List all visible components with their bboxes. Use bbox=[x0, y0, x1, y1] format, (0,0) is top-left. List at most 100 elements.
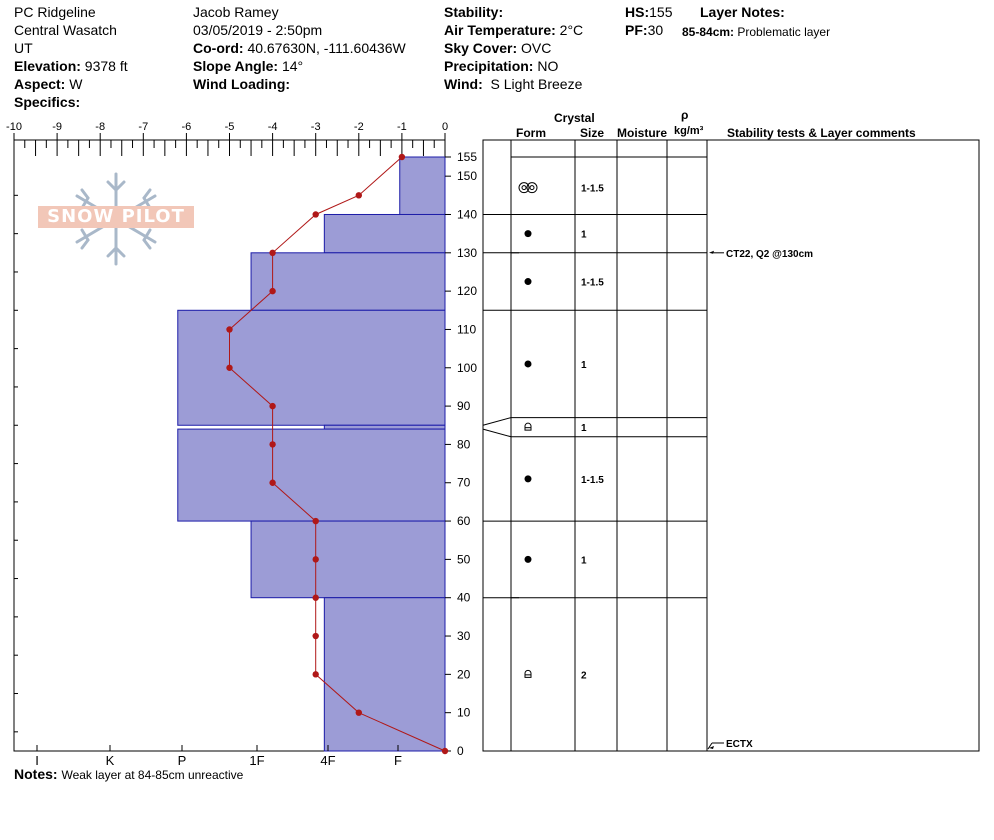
hardness-layer bbox=[399, 156, 446, 215]
arrowhead-icon bbox=[709, 746, 714, 749]
temp-tick-label: -6 bbox=[182, 121, 192, 133]
hardness-label: 1F bbox=[249, 753, 264, 768]
aspect: Aspect: W bbox=[14, 76, 82, 93]
temperature-point bbox=[269, 249, 276, 257]
hardness-label: F bbox=[394, 753, 402, 768]
wind-label: Wind: bbox=[444, 76, 483, 92]
wind: Wind: S Light Breeze bbox=[444, 76, 582, 93]
hardness-layer bbox=[177, 309, 446, 426]
layer-connector bbox=[482, 417, 512, 426]
size-header: Size bbox=[580, 126, 605, 140]
moisture-header: Moisture bbox=[617, 126, 668, 140]
depth-tick-label: 20 bbox=[457, 667, 471, 681]
crystal-size: 1 bbox=[581, 230, 587, 241]
sky-cover: Sky Cover: OVC bbox=[444, 40, 551, 57]
temperature-point bbox=[269, 402, 276, 410]
aspect-label: Aspect: bbox=[14, 76, 66, 92]
temperature-point bbox=[226, 364, 233, 371]
rounds-icon bbox=[524, 475, 532, 483]
temp-tick-label: -3 bbox=[311, 121, 321, 133]
temp-tick-label: -2 bbox=[354, 121, 364, 133]
range: Central Wasatch bbox=[14, 22, 117, 38]
temperature-point bbox=[312, 594, 319, 601]
notes-text: Weak layer at 84-85cm unreactive bbox=[61, 768, 244, 782]
crystal-size: 1-1.5 bbox=[581, 278, 604, 289]
depth-tick-label: 0 bbox=[457, 744, 464, 758]
temperature-point bbox=[441, 747, 449, 755]
temp-tick-label: -8 bbox=[95, 121, 105, 133]
depth-tick-label: 50 bbox=[457, 552, 471, 566]
faceted-rounded-icon bbox=[524, 669, 532, 678]
form-header: Form bbox=[516, 126, 546, 140]
hardness-layer bbox=[250, 252, 446, 311]
elevation-value: 9378 ft bbox=[84, 58, 128, 74]
depth-tick-label: 70 bbox=[457, 476, 471, 490]
temp-tick-label: 0 bbox=[442, 121, 448, 133]
temp-tick-label: -7 bbox=[138, 121, 148, 133]
depth-tick-label: 120 bbox=[457, 284, 477, 298]
aspect-value: W bbox=[69, 76, 83, 92]
air-temp-label: Air Temperature: bbox=[444, 22, 556, 38]
slope-label: Slope Angle: bbox=[193, 58, 279, 74]
stability-test-text: ECTX bbox=[726, 739, 753, 750]
temperature-point bbox=[312, 211, 319, 218]
crystal-size: 2 bbox=[581, 670, 587, 681]
rounds-icon bbox=[524, 360, 532, 368]
temperature-point bbox=[398, 153, 406, 161]
temperature-point bbox=[269, 287, 276, 295]
depth-tick-label: 60 bbox=[457, 514, 471, 528]
precip-value: NO bbox=[537, 58, 559, 74]
hs-value: 155 bbox=[649, 4, 673, 20]
stability-label: Stability: bbox=[444, 4, 504, 20]
specifics-label: Specifics: bbox=[14, 94, 81, 110]
crystal-size: 1 bbox=[581, 555, 587, 566]
melt-form-inner-circle bbox=[529, 185, 535, 191]
stability-test-text: CT22, Q2 @130cm bbox=[726, 249, 813, 260]
arrowhead-icon bbox=[709, 250, 714, 254]
observer: Jacob Ramey bbox=[193, 4, 279, 20]
crystal-size: 1-1.5 bbox=[581, 184, 604, 195]
pf-label: PF: bbox=[625, 22, 648, 38]
depth-tick-label: 90 bbox=[457, 399, 471, 413]
hs: HS:155 bbox=[625, 4, 672, 21]
depth-tick-label: 40 bbox=[457, 591, 471, 605]
density-unit-header: kg/m³ bbox=[674, 125, 704, 137]
crystal-size: 1-1.5 bbox=[581, 475, 604, 486]
stability-header: Stability tests & Layer comments bbox=[727, 126, 916, 140]
temperature-point bbox=[312, 517, 319, 525]
precipitation: Precipitation: NO bbox=[444, 58, 558, 75]
slope-angle: Slope Angle: 14° bbox=[193, 58, 303, 75]
hardness-layer bbox=[323, 597, 446, 752]
hs-label: HS: bbox=[625, 4, 650, 20]
melt-form-inner-circle bbox=[521, 185, 527, 191]
rounds-icon bbox=[524, 230, 532, 238]
rho-header: ρ bbox=[681, 108, 689, 122]
hardness-label: I bbox=[35, 753, 39, 768]
temp-tick-label: -4 bbox=[268, 121, 278, 133]
depth-tick-label: 110 bbox=[457, 322, 476, 336]
depth-tick-label: 150 bbox=[457, 169, 477, 183]
temp-tick-label: -10 bbox=[6, 121, 22, 133]
hardness-layer bbox=[323, 424, 446, 430]
faceted-rounded-icon bbox=[524, 422, 532, 431]
rounds-icon bbox=[524, 555, 532, 563]
depth-tick-label: 140 bbox=[457, 207, 477, 221]
elevation-label: Elevation: bbox=[14, 58, 81, 74]
hardness-label: K bbox=[106, 753, 115, 768]
hardness-label: P bbox=[178, 753, 187, 768]
location: PC Ridgeline bbox=[14, 4, 96, 20]
wind-value: S Light Breeze bbox=[490, 76, 583, 92]
temperature-point bbox=[269, 479, 276, 486]
temperature-point bbox=[355, 709, 362, 716]
hardness-label: 4F bbox=[320, 753, 335, 768]
hardness-layer bbox=[177, 428, 446, 522]
wind-loading-label: Wind Loading: bbox=[193, 76, 291, 92]
coord-label: Co-ord: bbox=[193, 40, 244, 56]
temperature-point bbox=[312, 671, 319, 678]
layer-note: 85-84cm: Problematic layer bbox=[682, 24, 830, 41]
temp-tick-label: -5 bbox=[225, 121, 235, 133]
faceted-rounded-shape bbox=[524, 669, 532, 678]
notes: Notes: Weak layer at 84-85cm unreactive bbox=[14, 766, 243, 784]
sky-label: Sky Cover: bbox=[444, 40, 518, 56]
rounds-icon bbox=[524, 278, 532, 286]
